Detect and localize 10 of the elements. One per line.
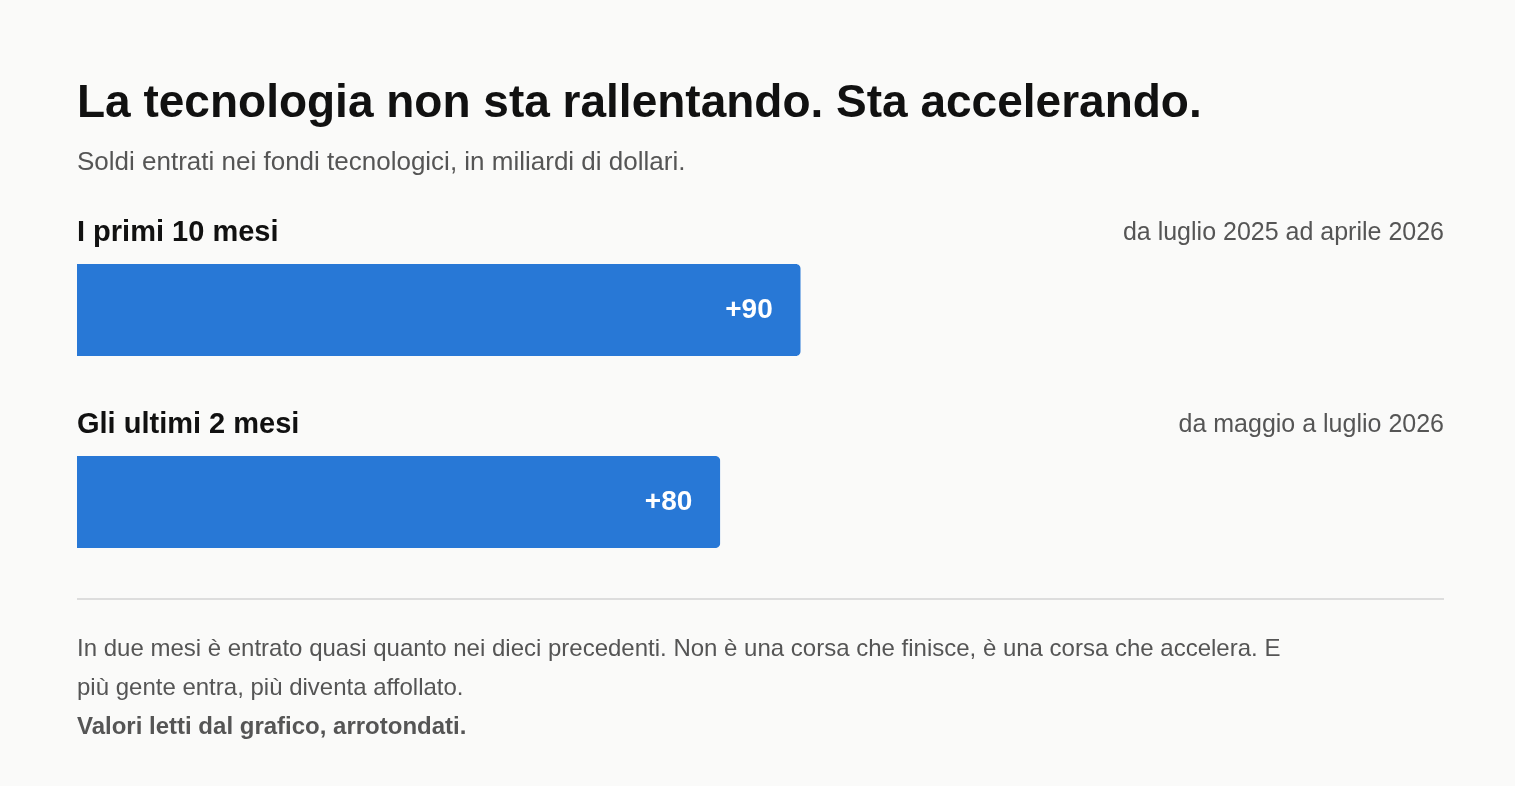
text: In due mesi è entrato quasi quanto nei dieci precedenti. Non è una corsa che finisce, è una corsa che accelera. E più gente entra, più diventa affollato. (77, 634, 1281, 700)
annotation: da maggio a luglio 2026 (1178, 409, 1444, 437)
annotation: da luglio 2025 ad aprile 2026 (1122, 217, 1444, 245)
chart-subtitle: Soldi entrati nei fondi tecnologici, in miliardi di dollari. (77, 146, 686, 176)
data-label: +80 (644, 485, 693, 516)
chart-title: La tecnologia non sta rallentando. Sta accelerando. (77, 75, 1202, 127)
data-label: +90 (725, 293, 773, 324)
text: Valori letti dal grafico, arrotondati. (77, 712, 467, 739)
y-tick-label: I primi 10 mesi (77, 215, 279, 247)
y-tick-label: Gli ultimi 2 mesi (77, 407, 300, 439)
